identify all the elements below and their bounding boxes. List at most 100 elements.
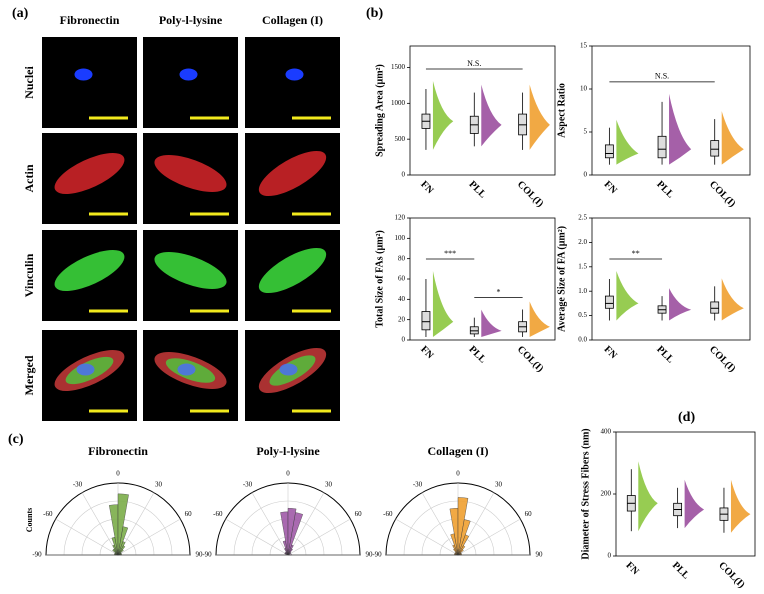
y-tick-label: 15 <box>580 42 588 50</box>
row-label: Nuclei <box>22 66 36 99</box>
rose-bar <box>117 554 122 556</box>
y-tick-label: 10 <box>580 85 588 93</box>
theta-tick-label: 60 <box>525 510 533 518</box>
cell <box>154 252 227 289</box>
x-tick-label: PLL <box>654 179 676 201</box>
y-tick-label: 120 <box>395 214 406 222</box>
y-tick-label: 2.0 <box>578 238 587 246</box>
column-header: Collagen (I) <box>262 13 323 27</box>
micrograph <box>143 37 238 128</box>
panel-label: (a) <box>12 6 29 21</box>
violin <box>721 278 744 321</box>
x-tick-label: FN <box>602 344 620 362</box>
x-tick-label: COL(I) <box>707 179 738 210</box>
x-tick-label: COL(I) <box>707 344 738 375</box>
significance-label: N.S. <box>467 59 481 68</box>
box <box>710 301 720 314</box>
panel-label: (b) <box>366 6 383 21</box>
box <box>421 311 431 331</box>
theta-grid <box>117 518 181 556</box>
theta-grid <box>225 518 289 556</box>
violin <box>529 301 550 337</box>
y-tick-label: 60 <box>398 275 406 283</box>
polar-title: Collagen (I) <box>428 444 489 458</box>
x-tick-label: PLL <box>467 344 489 366</box>
polar-frame <box>215 482 361 556</box>
nucleus <box>74 68 93 81</box>
y-tick-label: 400 <box>601 428 612 436</box>
polar-frame <box>45 482 191 556</box>
y-tick-label: 40 <box>398 295 406 303</box>
significance-label: * <box>496 287 500 296</box>
theta-tick-label: 30 <box>155 480 163 488</box>
theta-tick-label: -90 <box>202 551 212 559</box>
violin <box>730 479 751 533</box>
column-header: Poly-l-lysine <box>159 13 223 27</box>
theta-tick-label: -30 <box>243 480 253 488</box>
theta-grid <box>287 492 325 556</box>
x-tick-label: FN <box>418 344 436 362</box>
x-tick-label: FN <box>624 560 642 578</box>
cell <box>154 155 227 192</box>
y-tick-label: 0.5 <box>578 311 587 319</box>
y-tick-label: 100 <box>395 234 406 242</box>
violin <box>481 84 502 147</box>
nucleus <box>76 363 95 376</box>
y-tick-label: 20 <box>398 315 406 323</box>
theta-tick-label: 90 <box>536 551 544 559</box>
micrograph <box>42 37 137 128</box>
plot-frame <box>591 45 751 176</box>
y-tick-label: 500 <box>395 135 406 143</box>
cell <box>258 247 327 294</box>
rose-bar <box>287 554 292 556</box>
theta-tick-label: 0 <box>456 470 460 478</box>
x-tick-label: COL(I) <box>515 344 546 375</box>
violin <box>638 461 658 532</box>
box <box>657 135 667 159</box>
panel-label: (d) <box>678 410 695 425</box>
x-tick-label: PLL <box>467 179 489 201</box>
polar-title: Poly-l-lysine <box>256 444 320 458</box>
theta-tick-label: -90 <box>372 551 382 559</box>
y-tick-label: 0 <box>402 171 406 179</box>
y-axis-title: Diameter of Stress Fibers (nm) <box>580 428 591 559</box>
violin <box>529 84 550 150</box>
micrograph <box>245 37 340 128</box>
y-tick-label: 0 <box>608 552 612 560</box>
theta-tick-label: -30 <box>413 480 423 488</box>
theta-tick-label: 60 <box>185 510 193 518</box>
theta-tick-label: -90 <box>32 551 42 559</box>
violin <box>669 93 692 165</box>
x-tick-label: PLL <box>654 344 676 366</box>
violin <box>432 271 454 337</box>
theta-grid <box>421 492 459 556</box>
r-axis-title: Counts <box>25 508 34 532</box>
rose-bar <box>287 552 292 556</box>
y-tick-label: 0.0 <box>578 336 587 344</box>
y-axis-title: Aspect Ratio <box>556 83 567 138</box>
x-tick-label: FN <box>602 179 620 197</box>
row-label: Vinculin <box>22 253 36 297</box>
x-tick-label: COL(I) <box>716 560 747 591</box>
y-tick-label: 5 <box>584 128 588 136</box>
y-tick-label: 1.5 <box>578 262 587 270</box>
cell <box>54 250 125 291</box>
y-tick-label: 0 <box>402 336 406 344</box>
theta-tick-label: 60 <box>355 510 363 518</box>
panel-label: (c) <box>8 432 24 447</box>
violin <box>669 288 692 321</box>
column-header: Fibronectin <box>60 13 120 27</box>
plot-frame <box>591 217 751 341</box>
row-label: Merged <box>22 355 36 395</box>
theta-tick-label: -60 <box>383 510 393 518</box>
violin <box>721 111 744 165</box>
violin <box>432 81 454 150</box>
theta-tick-label: -30 <box>73 480 83 488</box>
plot-frame <box>409 45 556 176</box>
box <box>604 144 614 159</box>
x-tick-label: COL(I) <box>515 179 546 210</box>
y-tick-label: 80 <box>398 254 406 262</box>
rose-bar <box>457 554 462 556</box>
theta-grid <box>81 492 119 556</box>
